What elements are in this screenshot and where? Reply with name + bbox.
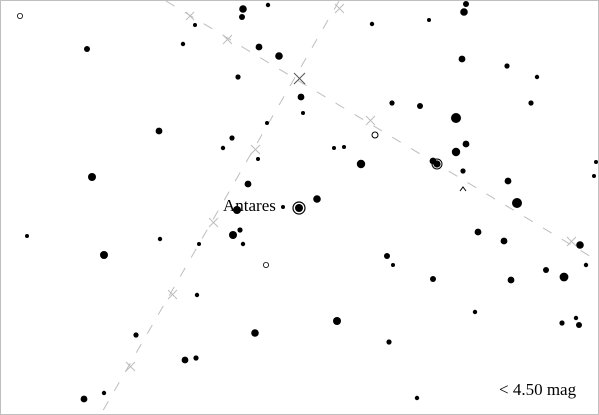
star — [301, 111, 305, 115]
dark-ticks — [293, 72, 306, 85]
star — [193, 355, 199, 361]
star — [100, 251, 108, 259]
star — [239, 5, 247, 13]
open-cluster-marker — [262, 261, 269, 268]
star — [414, 395, 420, 401]
star — [451, 113, 461, 123]
star — [504, 177, 512, 185]
star — [389, 100, 395, 106]
star — [474, 228, 482, 236]
star — [384, 253, 390, 259]
star — [583, 262, 589, 268]
star — [559, 320, 565, 326]
double-star-marker — [431, 158, 443, 170]
star — [235, 74, 241, 80]
antares-marker — [292, 201, 306, 215]
star — [180, 41, 186, 47]
star — [356, 159, 366, 169]
star — [462, 140, 470, 148]
star — [297, 93, 305, 101]
star — [101, 390, 107, 396]
star — [594, 160, 598, 164]
caret-marker — [459, 186, 467, 192]
star — [181, 356, 189, 364]
star — [534, 74, 540, 80]
star — [155, 127, 163, 135]
star — [458, 55, 466, 63]
star — [157, 236, 163, 242]
star — [194, 292, 200, 298]
star — [281, 205, 285, 209]
star — [460, 168, 466, 174]
star — [237, 227, 243, 233]
star — [391, 263, 395, 267]
star — [427, 18, 431, 22]
magnitude-limit-label: < 4.50 mag — [499, 380, 577, 399]
star — [472, 309, 478, 315]
star — [576, 241, 584, 249]
star — [463, 1, 469, 7]
star — [573, 315, 579, 321]
star — [504, 63, 510, 69]
star — [333, 317, 341, 325]
star — [251, 329, 259, 337]
star — [240, 241, 246, 247]
galactic-line — [100, 1, 340, 414]
star — [528, 100, 534, 106]
star — [500, 237, 508, 245]
star — [229, 231, 237, 239]
star — [417, 103, 423, 109]
star — [193, 23, 197, 27]
star — [543, 267, 549, 273]
star — [265, 2, 271, 8]
star — [265, 121, 269, 125]
star — [275, 52, 283, 60]
star — [133, 332, 139, 338]
star — [88, 173, 96, 181]
star — [229, 135, 235, 141]
star — [332, 146, 336, 150]
star — [197, 242, 201, 246]
star — [559, 272, 569, 282]
star — [256, 157, 260, 161]
star — [451, 147, 461, 157]
star — [507, 276, 515, 284]
guide-ticks — [125, 3, 577, 372]
star — [80, 395, 88, 403]
antares-label: Antares — [223, 196, 276, 215]
star — [592, 174, 596, 178]
star — [576, 322, 582, 328]
star — [220, 145, 226, 151]
star — [313, 195, 321, 203]
star — [430, 276, 436, 282]
variable-star-marker — [371, 131, 379, 139]
star — [342, 145, 346, 149]
star — [233, 206, 241, 214]
star — [244, 180, 252, 188]
open-cluster-marker — [16, 12, 23, 19]
star — [25, 234, 29, 238]
star — [512, 198, 522, 208]
ecliptic-line — [165, 1, 598, 262]
star — [255, 43, 263, 51]
star — [460, 8, 468, 16]
star — [84, 46, 90, 52]
star — [369, 21, 375, 27]
star — [386, 339, 392, 345]
star — [239, 14, 245, 20]
